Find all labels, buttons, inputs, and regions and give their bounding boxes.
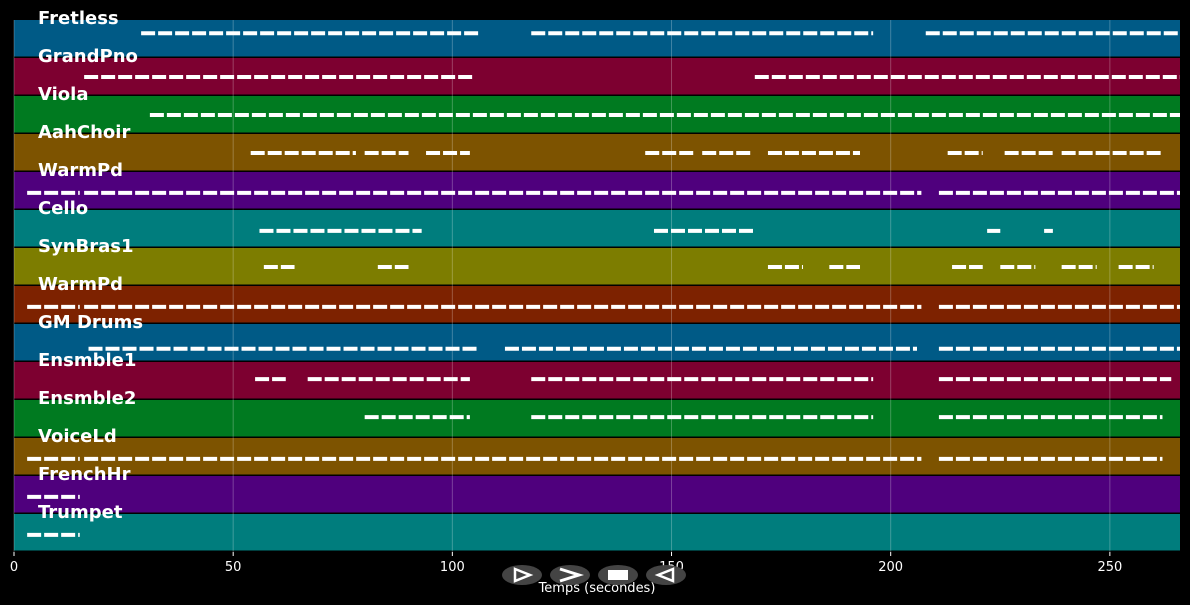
track-label: Ensmble2 (38, 388, 136, 409)
track-label: Ensmble1 (38, 350, 136, 371)
track-label: GM Drums (38, 312, 143, 333)
track-row (14, 362, 1180, 399)
x-axis-title: Temps (secondes) (538, 581, 656, 596)
fast-forward-icon (559, 567, 584, 583)
track-row (14, 248, 1180, 285)
track-row (14, 514, 1180, 551)
button-background (502, 565, 542, 585)
track-row (14, 286, 1180, 323)
track-label: WarmPd (38, 274, 123, 295)
play-button[interactable] (502, 565, 542, 585)
track-label: SynBras1 (38, 236, 134, 257)
track-row (14, 210, 1180, 247)
rewind-button[interactable] (646, 565, 686, 585)
button-background (646, 565, 686, 585)
fast-forward-button[interactable] (550, 565, 590, 585)
x-tick-label: 50 (225, 560, 242, 575)
x-tick-label: 250 (1097, 560, 1122, 575)
stop-button[interactable] (598, 565, 638, 585)
track-label: GrandPno (38, 46, 138, 67)
x-tick-label: 100 (440, 560, 465, 575)
track-label: Trumpet (38, 502, 123, 523)
track-label: VoiceLd (38, 426, 117, 447)
rewind-icon (654, 567, 675, 583)
track-label: FrenchHr (38, 464, 131, 485)
track-row (14, 134, 1180, 171)
track-rows (14, 20, 1180, 551)
x-axis-ticks: 050100150200250 (10, 552, 1122, 575)
track-row (14, 324, 1180, 361)
track-label: Fretless (38, 8, 119, 29)
play-icon (513, 567, 534, 583)
note-marks (27, 31, 1180, 537)
track-row (14, 20, 1180, 57)
button-background (550, 565, 590, 585)
x-tick-label: 0 (10, 560, 18, 575)
playback-controls[interactable] (502, 565, 686, 585)
x-tick-label: 200 (878, 560, 903, 575)
track-row (14, 438, 1180, 475)
track-label: WarmPd (38, 160, 123, 181)
track-label: Viola (38, 84, 88, 105)
track-row (14, 400, 1180, 437)
track-label: Cello (38, 198, 88, 219)
track-label: AahChoir (38, 122, 130, 143)
track-row (14, 476, 1180, 513)
track-row (14, 172, 1180, 209)
grid-lines (13, 20, 1111, 552)
track-labels: Fretless GrandPno Viola AahChoir WarmPd Cello… (38, 8, 143, 523)
stop-icon (608, 570, 628, 580)
